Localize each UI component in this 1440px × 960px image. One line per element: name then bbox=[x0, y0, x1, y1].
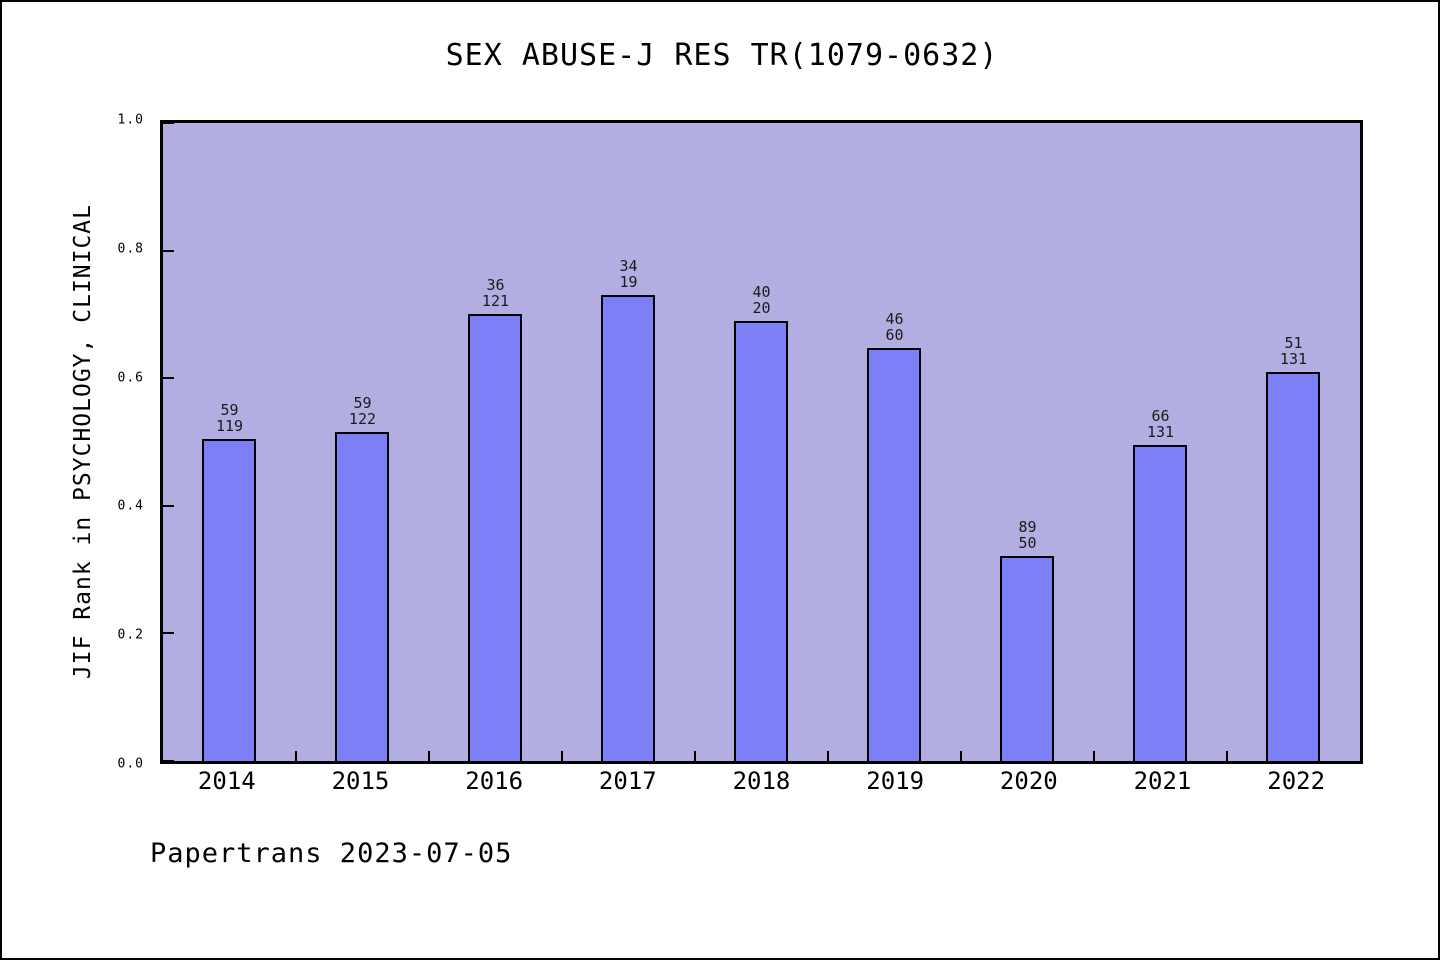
bar-value-label-2016: 36 121 bbox=[481, 276, 510, 311]
x-tick-label-2021: 2021 bbox=[1133, 767, 1192, 795]
y-axis-tick bbox=[163, 632, 174, 635]
x-axis-tick bbox=[960, 751, 962, 761]
bar-value-label-2021: 66 131 bbox=[1146, 407, 1175, 442]
x-axis-tick bbox=[1225, 751, 1228, 761]
x-axis-tick bbox=[427, 751, 430, 761]
x-tick-label-2019: 2019 bbox=[866, 767, 925, 795]
x-tick-label-2017: 2017 bbox=[598, 767, 657, 795]
bar-slot-2017: 34 19 bbox=[562, 123, 695, 761]
x-axis-tick bbox=[693, 751, 696, 761]
x-tick-label-2016: 2016 bbox=[465, 767, 524, 795]
x-tick-labels: 2014 2015 2016 2017 2018 2019 2020 2021 2022 bbox=[160, 767, 1363, 803]
bar-value-label-2019: 46 60 bbox=[885, 309, 904, 344]
bar-2020 bbox=[1000, 555, 1055, 761]
y-axis-tick bbox=[163, 377, 174, 380]
bar-2014 bbox=[202, 438, 257, 761]
y-tick-label-0.8: 0.8 bbox=[117, 241, 144, 257]
plot-area: 59 119 59 122 36 121 34 19 40 20 46 60 89 50 66 131 51 13… bbox=[160, 120, 1363, 764]
y-axis-tick bbox=[163, 122, 174, 124]
bar-value-label-2020: 89 50 bbox=[1018, 517, 1037, 552]
x-axis-tick bbox=[1093, 751, 1095, 761]
bar-value-label-2015: 59 122 bbox=[348, 394, 377, 429]
y-tick-label-0.4: 0.4 bbox=[117, 498, 144, 514]
x-tick-label-2020: 2020 bbox=[999, 767, 1058, 795]
x-tick-label-2015: 2015 bbox=[331, 767, 390, 795]
bar-value-label-2014: 59 119 bbox=[215, 400, 244, 435]
bar-2017 bbox=[601, 295, 656, 761]
bar-slot-2014: 59 119 bbox=[163, 123, 296, 761]
bar-slot-2019: 46 60 bbox=[828, 123, 961, 761]
y-tick-label-0.2: 0.2 bbox=[117, 627, 144, 643]
bar-2015 bbox=[335, 432, 390, 761]
bar-slot-2020: 89 50 bbox=[961, 123, 1094, 761]
y-tick-label-0.6: 0.6 bbox=[117, 370, 144, 386]
footer-text: Papertrans 2023-07-05 bbox=[150, 838, 513, 869]
chart-title: SEX ABUSE-J RES TR(1079-0632) bbox=[445, 38, 999, 73]
y-tick-label-0.0: 0.0 bbox=[117, 756, 144, 772]
bar-value-label-2022: 51 131 bbox=[1279, 333, 1308, 368]
bar-2022 bbox=[1266, 371, 1321, 761]
bar-slot-2018: 40 20 bbox=[695, 123, 828, 761]
bar-slot-2015: 59 122 bbox=[296, 123, 429, 761]
y-axis-tick bbox=[163, 760, 174, 762]
x-axis-tick bbox=[827, 751, 829, 761]
x-tick-label-2014: 2014 bbox=[197, 767, 256, 795]
x-tick-label-2022: 2022 bbox=[1267, 767, 1326, 795]
bar-slot-2016: 36 121 bbox=[429, 123, 562, 761]
bar-value-label-2018: 40 20 bbox=[752, 282, 771, 317]
bar-2021 bbox=[1133, 445, 1188, 761]
bar-2018 bbox=[734, 320, 789, 761]
bar-2019 bbox=[867, 347, 922, 761]
bar-2016 bbox=[468, 314, 523, 761]
x-axis-tick bbox=[294, 751, 297, 761]
x-axis-tick bbox=[561, 751, 563, 761]
bar-value-label-2017: 34 19 bbox=[619, 257, 638, 292]
x-tick-label-2018: 2018 bbox=[732, 767, 791, 795]
y-tick-label-1.0: 1.0 bbox=[117, 112, 144, 128]
y-axis-tick bbox=[163, 504, 174, 507]
bar-slot-2022: 51 131 bbox=[1227, 123, 1360, 761]
y-tick-labels: 1.0 0.8 0.6 0.4 0.2 0.0 bbox=[2, 113, 152, 772]
y-axis-tick bbox=[163, 249, 174, 252]
bar-slot-2021: 66 131 bbox=[1094, 123, 1227, 761]
